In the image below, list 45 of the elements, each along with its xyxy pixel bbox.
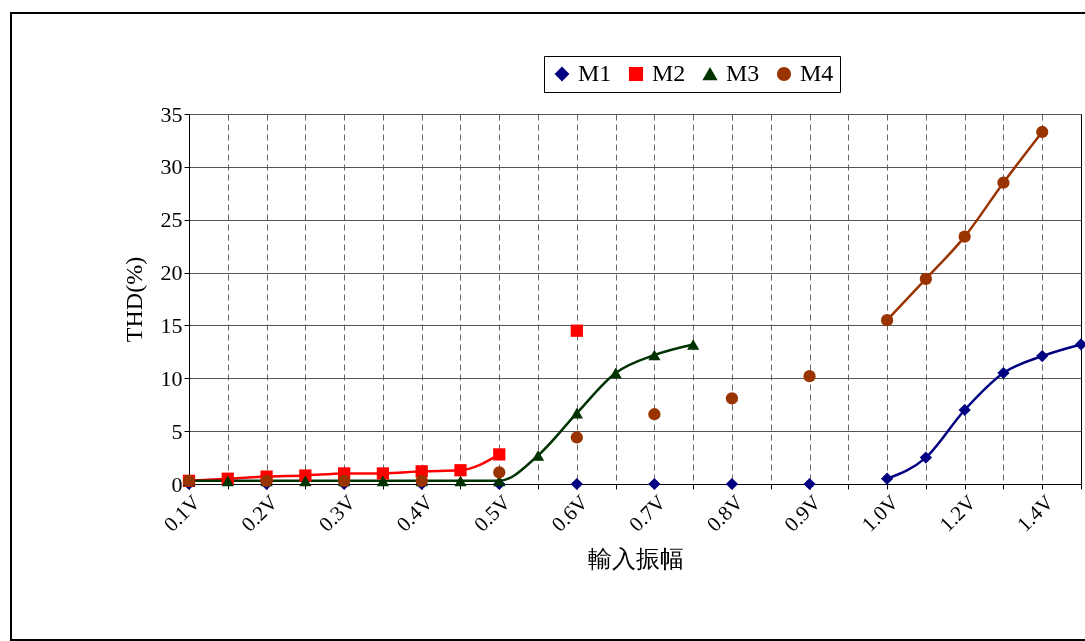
point <box>376 475 390 487</box>
point <box>1036 125 1049 139</box>
point <box>570 407 583 419</box>
point <box>1036 349 1049 363</box>
point <box>958 230 971 243</box>
point <box>570 431 583 444</box>
y-tick-label: 25 <box>160 207 183 233</box>
point <box>648 408 661 421</box>
point <box>880 314 894 327</box>
point <box>725 392 739 405</box>
point <box>803 370 816 383</box>
point <box>570 324 583 337</box>
point <box>493 448 506 461</box>
legend-label: M2 <box>652 60 686 86</box>
point <box>997 366 1010 380</box>
point <box>454 475 467 487</box>
legend-label: M4 <box>800 60 834 86</box>
point <box>648 349 661 361</box>
point <box>570 477 583 491</box>
point <box>880 472 894 485</box>
point <box>648 477 661 491</box>
legend-label: M3 <box>726 60 760 86</box>
y-tick-label: 20 <box>160 260 183 286</box>
point <box>299 475 312 487</box>
x-axis-title: 輸入振幅 <box>587 545 684 572</box>
point <box>493 466 506 479</box>
y-tick-label: 15 <box>160 312 183 338</box>
point <box>454 464 467 477</box>
point <box>725 477 739 491</box>
y-tick-label: 5 <box>171 418 183 444</box>
point <box>687 339 700 350</box>
point <box>919 272 932 286</box>
legend-label: M1 <box>578 60 612 86</box>
point <box>803 477 816 491</box>
y-tick-label: 0 <box>171 471 183 497</box>
y-axis-title: THD(%) <box>120 256 147 343</box>
point <box>1074 338 1085 351</box>
y-tick-label: 35 <box>160 101 183 127</box>
point <box>376 467 390 480</box>
point <box>919 451 932 464</box>
y-tick-label: 30 <box>160 154 183 180</box>
point <box>997 176 1010 189</box>
point <box>958 403 971 417</box>
point <box>531 450 545 461</box>
y-tick-label: 10 <box>160 365 183 391</box>
